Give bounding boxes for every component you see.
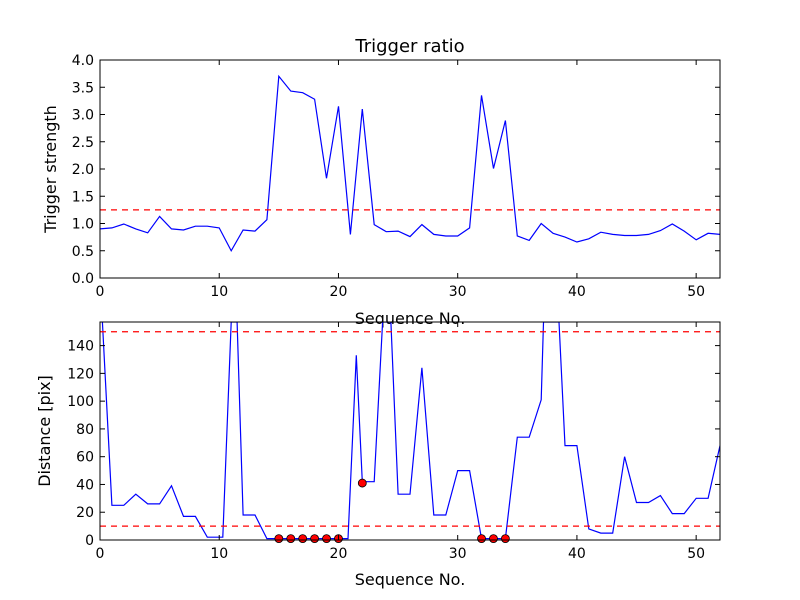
x-tick-label: 0 [96, 284, 105, 300]
x-tick-label: 40 [568, 546, 586, 562]
data-marker [286, 534, 296, 544]
x-tick-label: 30 [449, 546, 467, 562]
data-marker [500, 534, 510, 544]
x-tick-label: 20 [330, 284, 348, 300]
y-tick-label: 140 [67, 339, 94, 355]
x-tick-label: 50 [687, 546, 705, 562]
x-tick-label: 30 [449, 284, 467, 300]
y-tick-label: 100 [67, 394, 94, 410]
x-axis-label: Sequence No. [355, 309, 466, 328]
trigger-ratio-plot: Trigger ratio Sequence No. Trigger stren… [41, 36, 721, 328]
plot-title: Trigger ratio [354, 36, 464, 57]
data-marker [310, 534, 320, 544]
y-tick-label: 40 [76, 477, 94, 493]
data-series-line [101, 322, 720, 540]
y-tick-label: 80 [76, 422, 94, 438]
data-marker [489, 534, 498, 544]
y-tick-label: 0 [85, 533, 94, 549]
y-tick-label: 0.5 [72, 244, 94, 260]
y-tick-label: 20 [76, 505, 94, 521]
y-tick-label: 1.5 [72, 189, 94, 205]
axes-frame [99, 59, 721, 279]
y-axis-label: Trigger strength [41, 105, 60, 234]
x-tick-label: 0 [96, 546, 105, 562]
y-tick-label: 1.0 [72, 217, 94, 233]
y-tick-label: 3.5 [72, 80, 94, 96]
y-tick-label: 2.0 [72, 162, 94, 178]
x-tick-label: 20 [330, 546, 348, 562]
axes-frame [99, 321, 721, 541]
x-axis-label: Sequence No. [355, 570, 466, 589]
data-series-line [100, 74, 720, 253]
y-tick-label: 60 [76, 450, 94, 466]
data-marker [298, 534, 308, 544]
x-tick-label: 50 [687, 284, 705, 300]
distance-plot: Sequence No. Distance [pix] 0 10 20 30 40 50 0… [35, 321, 721, 589]
data-marker [322, 534, 331, 544]
y-tick-label: 4.0 [72, 53, 94, 69]
y-tick-label: 3.0 [72, 108, 94, 124]
x-tick-label: 40 [568, 284, 586, 300]
x-tick-label: 10 [210, 546, 228, 562]
data-marker [274, 534, 284, 544]
data-marker [357, 478, 367, 488]
y-tick-label: 120 [67, 366, 94, 382]
x-tick-label: 10 [210, 284, 228, 300]
y-tick-label: 0.0 [72, 271, 94, 287]
data-marker [477, 534, 486, 544]
y-axis-label: Distance [pix] [35, 375, 54, 487]
y-tick-label: 2.5 [72, 135, 94, 151]
